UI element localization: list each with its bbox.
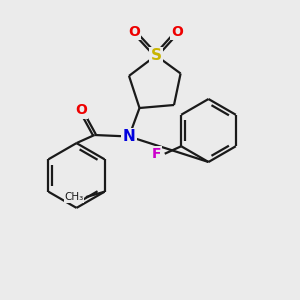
Text: O: O [171, 25, 183, 39]
Text: O: O [128, 25, 140, 39]
Text: N: N [123, 129, 135, 144]
Text: F: F [152, 147, 161, 161]
Text: CH₃: CH₃ [64, 192, 84, 202]
Text: O: O [75, 103, 87, 117]
Text: S: S [151, 48, 161, 63]
